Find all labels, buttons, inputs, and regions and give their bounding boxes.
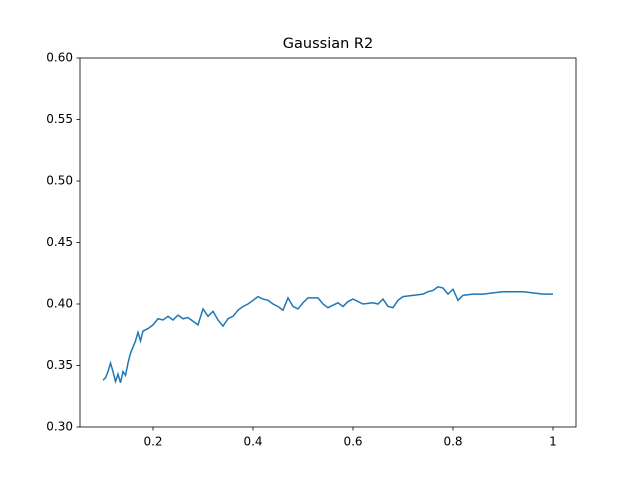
y-tick-label: 0.55	[46, 112, 73, 126]
plot-frame	[79, 57, 577, 428]
y-tick-label: 0.50	[46, 174, 73, 188]
x-tick-label: 0.8	[443, 435, 462, 449]
x-tick-label: 0.2	[143, 435, 162, 449]
x-tick-label: 0.4	[243, 435, 262, 449]
y-tick-label: 0.30	[46, 420, 73, 434]
x-tick-label: 0.6	[343, 435, 362, 449]
y-tick-label: 0.40	[46, 297, 73, 311]
y-tick-label: 0.60	[46, 51, 73, 65]
y-tick-label: 0.35	[46, 358, 73, 372]
x-tick-label: 1	[549, 435, 557, 449]
chart-title: Gaussian R2	[283, 36, 373, 52]
y-tick-label: 0.45	[46, 235, 73, 249]
data-line	[102, 285, 553, 385]
